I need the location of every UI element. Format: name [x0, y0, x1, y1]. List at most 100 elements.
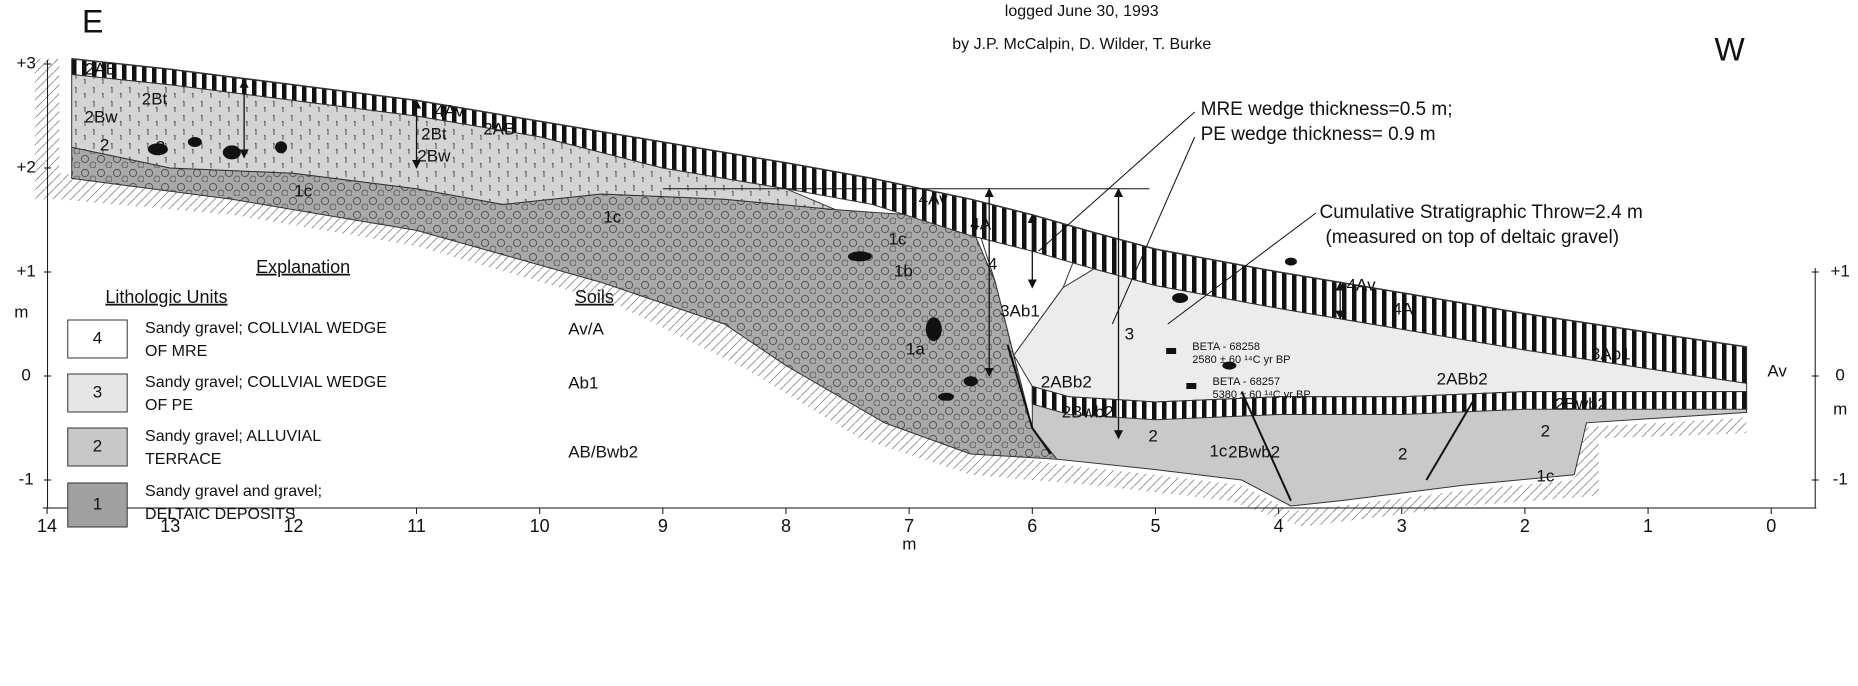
y-tick-label: +2 — [16, 157, 35, 176]
clast — [188, 137, 202, 147]
unit-label: 2Bw — [417, 146, 451, 165]
unit-label: 1c — [294, 181, 312, 200]
unit-label: 3Ab1 — [1591, 344, 1631, 363]
x-tick-label: 8 — [781, 516, 791, 536]
header-line: by J.P. McCalpin, D. Wilder, T. Burke — [952, 36, 1211, 53]
sample-id: BETA - 68258 — [1192, 341, 1260, 353]
legend-number: 2 — [93, 436, 102, 455]
x-tick-label: 11 — [407, 516, 426, 536]
unit-label: 2 — [1148, 426, 1157, 445]
unit-label: 1c — [1536, 466, 1554, 485]
unit-label: 4 — [988, 254, 997, 273]
clast — [926, 317, 942, 341]
clast — [938, 393, 954, 401]
page: 14131211109876543210m+3+2+10-1m+10-1mlog… — [0, 0, 1858, 686]
x-tick-label: 5 — [1150, 516, 1160, 536]
unit-label: 2ABb2 — [1437, 369, 1488, 388]
legend-description: Sandy gravel and gravel; — [145, 483, 322, 500]
unit-label: 4Av — [919, 189, 948, 208]
clast — [964, 376, 978, 386]
legend-number: 4 — [93, 328, 102, 347]
unit-label: 2AB — [85, 59, 117, 78]
unit-label: 2Bt — [421, 124, 447, 143]
sample-age: 5380 ± 60 ¹⁴C yr BP — [1213, 389, 1311, 401]
unit-label: 4Av — [435, 101, 464, 120]
clast — [1285, 258, 1297, 266]
unit-label: 3 — [1125, 324, 1134, 343]
unit-label: 1c — [889, 229, 907, 248]
x-tick-label: 3 — [1397, 516, 1407, 536]
sample-marker — [1186, 383, 1196, 389]
y-tick-label: +1 — [16, 261, 35, 280]
unit-label: 3Ab1 — [1000, 301, 1040, 320]
legend-soil: Av/A — [568, 319, 604, 338]
legend-number: 3 — [93, 382, 102, 401]
x-tick-label: 7 — [904, 516, 914, 536]
unit-label: 1b — [894, 261, 913, 280]
sample-age: 2580 ± 60 ¹⁴C yr BP — [1192, 354, 1290, 366]
direction-east: E — [82, 3, 103, 39]
sample-marker — [1166, 348, 1176, 354]
x-tick-label: 10 — [530, 516, 550, 536]
unit-label: 4A — [970, 214, 991, 233]
y-tick-label: 0 — [1835, 365, 1844, 384]
legend-description: TERRACE — [145, 451, 221, 468]
direction-west: W — [1715, 31, 1746, 67]
unit-label: 2 — [100, 135, 109, 154]
header-line: logged June 30, 1993 — [1005, 3, 1159, 20]
unit-label: 2Bt — [142, 89, 168, 108]
unit-label: 2ABb2 — [1041, 372, 1092, 391]
annotation: Cumulative Stratigraphic Throw=2.4 m — [1320, 202, 1643, 223]
unit-label: 4Av — [1347, 275, 1376, 294]
y-tick-label: -1 — [19, 469, 34, 488]
x-tick-label: 14 — [37, 516, 57, 536]
legend-description: OF MRE — [145, 343, 207, 360]
unit-label: Av — [1767, 361, 1787, 380]
legend-description: Sandy gravel; COLLVIAL WEDGE — [145, 320, 387, 337]
leader-line — [1038, 112, 1194, 251]
unit-label: 1c — [1209, 441, 1227, 460]
legend-description: Sandy gravel; ALLUVIAL — [145, 428, 321, 445]
legend-description: Sandy gravel; COLLVIAL WEDGE — [145, 374, 387, 391]
unit-label: 2 — [1398, 444, 1407, 463]
clast — [223, 145, 241, 159]
y-axis-unit: m — [14, 302, 28, 321]
unit-label: 2Bwb2 — [1228, 442, 1280, 461]
clast — [848, 251, 872, 261]
clast — [1172, 293, 1188, 303]
x-tick-label: 6 — [1027, 516, 1037, 536]
y-axis-unit: m — [1833, 399, 1847, 418]
clast — [275, 141, 287, 153]
x-tick-label: 2 — [1520, 516, 1530, 536]
legend-heading: Soils — [575, 287, 614, 307]
unit-label: 2 — [1541, 421, 1550, 440]
y-tick-label: +1 — [1830, 261, 1849, 280]
y-tick-label: +3 — [16, 53, 35, 72]
legend-number: 1 — [93, 494, 102, 513]
legend-soil: Ab1 — [568, 373, 598, 392]
annotation: PE wedge thickness= 0.9 m — [1201, 124, 1436, 145]
y-tick-label: -1 — [1833, 469, 1848, 488]
unit-label: 2AB — [483, 119, 515, 138]
unit-label: 2 — [156, 137, 165, 156]
x-axis-unit: m — [902, 534, 916, 553]
x-tick-label: 4 — [1274, 516, 1284, 536]
x-tick-label: 1 — [1643, 516, 1653, 536]
y-tick-label: 0 — [21, 365, 30, 384]
x-tick-label: 0 — [1766, 516, 1776, 536]
unit-label: 4A — [1392, 299, 1413, 318]
legend-soil: AB/Bwb2 — [568, 442, 638, 461]
x-tick-label: 9 — [658, 516, 668, 536]
unit-label: 2Bw — [85, 107, 119, 126]
geology — [35, 59, 1819, 527]
legend-heading: Explanation — [256, 257, 350, 277]
annotation: (measured on top of deltaic gravel) — [1325, 227, 1619, 248]
sample-id: BETA - 68257 — [1213, 376, 1281, 388]
unit-label: 2Bwb2 — [1555, 394, 1607, 413]
legend-description: DELTAIC DEPOSITS — [145, 506, 296, 523]
legend-heading: Lithologic Units — [105, 287, 227, 307]
legend-description: OF PE — [145, 397, 193, 414]
unit-label: 1c — [603, 207, 621, 226]
annotation: MRE wedge thickness=0.5 m; — [1201, 99, 1453, 120]
unit-label: 1a — [906, 339, 925, 358]
